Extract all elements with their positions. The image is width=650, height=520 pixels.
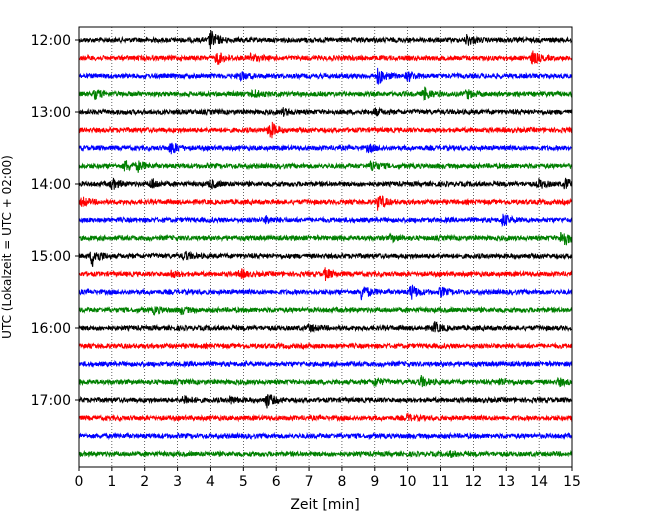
y-axis-label: UTC (Lokalzeit = UTC + 02:00) <box>0 155 14 339</box>
trace-1200 <box>78 30 573 50</box>
x-tick-label-10: 10 <box>399 474 417 490</box>
trace-1415 <box>78 195 573 211</box>
trace-1330 <box>78 142 573 155</box>
y-tick-label-1700: 17:00 <box>31 393 71 409</box>
plot-frame <box>78 26 573 468</box>
x-tick-label-7: 7 <box>305 474 314 490</box>
y-axis-ticks: 12:00 13:00 14:00 15:00 16:00 17:00 <box>31 33 79 409</box>
trace-1600 <box>78 321 573 334</box>
y-tick-label-1200: 12:00 <box>31 33 71 49</box>
x-tick-label-8: 8 <box>337 474 346 490</box>
traces-group <box>78 30 573 459</box>
trace-1515 <box>78 267 573 282</box>
y-tick-label-1400: 14:00 <box>31 177 71 193</box>
trace-1445 <box>78 231 573 246</box>
trace-1215 <box>78 50 573 65</box>
trace-1645 <box>78 375 573 388</box>
trace-1345 <box>78 160 573 173</box>
x-tick-label-1: 1 <box>107 474 116 490</box>
x-tick-label-12: 12 <box>464 474 482 490</box>
trace-1230 <box>78 67 573 85</box>
trace-1615 <box>78 341 573 351</box>
trace-1745 <box>78 449 573 459</box>
trace-1500 <box>78 250 573 267</box>
trace-1300 <box>78 106 573 117</box>
y-tick-label-1500: 15:00 <box>31 249 71 265</box>
trace-1715 <box>78 412 573 423</box>
trace-1700 <box>78 393 573 409</box>
y-tick-label-1600: 16:00 <box>31 321 71 337</box>
x-tick-label-9: 9 <box>370 474 379 490</box>
x-tick-label-5: 5 <box>239 474 248 490</box>
y-tick-label-1300: 13:00 <box>31 105 71 121</box>
trace-1430 <box>78 213 573 228</box>
trace-1400 <box>78 177 573 190</box>
plot-area-background <box>79 27 572 467</box>
x-tick-label-15: 15 <box>563 474 581 490</box>
trace-1245 <box>78 86 573 101</box>
vertical-grid <box>111 27 540 467</box>
trace-1730 <box>78 431 573 441</box>
x-tick-label-3: 3 <box>173 474 182 490</box>
x-tick-label-0: 0 <box>75 474 84 490</box>
x-tick-label-2: 2 <box>140 474 149 490</box>
x-tick-label-14: 14 <box>530 474 548 490</box>
trace-1530 <box>78 284 573 301</box>
x-tick-label-6: 6 <box>272 474 281 490</box>
x-tick-label-13: 13 <box>497 474 515 490</box>
x-axis-ticks: 0 1 2 3 4 5 6 7 8 9 10 11 12 13 14 15 <box>75 467 581 490</box>
trace-1315 <box>78 121 573 139</box>
trace-1630 <box>78 359 573 369</box>
trace-1545 <box>78 305 573 317</box>
x-tick-label-4: 4 <box>206 474 215 490</box>
x-axis-label: Zeit [min] <box>290 497 359 513</box>
x-tick-label-11: 11 <box>432 474 450 490</box>
